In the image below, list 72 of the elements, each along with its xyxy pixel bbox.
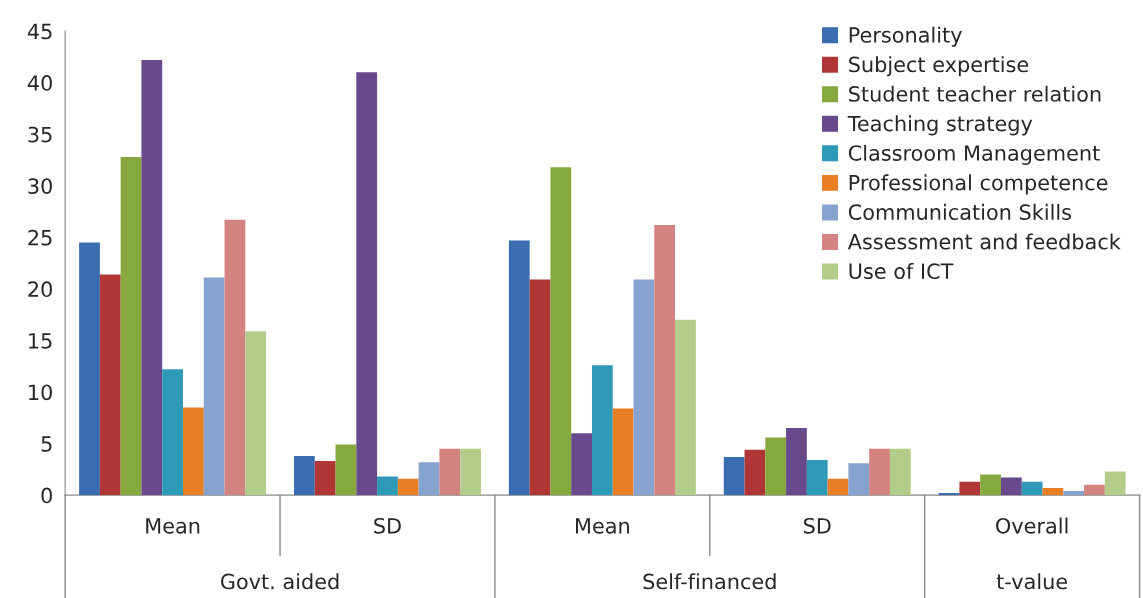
bar: [591, 365, 613, 496]
bar: [1084, 484, 1105, 496]
y-tick-label: 0: [41, 487, 52, 504]
bar: [571, 433, 592, 496]
y-tick-label: 10: [29, 384, 52, 401]
legend-label: Professional competence: [849, 174, 1108, 195]
y-tick-label: 5: [41, 436, 52, 452]
bar: [1042, 487, 1064, 496]
bar: [162, 369, 183, 496]
x-tick-label: Mean: [576, 518, 629, 534]
bar: [786, 428, 807, 496]
bar: [744, 449, 766, 496]
bar: [245, 331, 267, 496]
bar: [675, 319, 696, 496]
y-tick-label: 35: [28, 126, 52, 143]
bar: [294, 455, 315, 496]
y-tick-label: 20: [28, 281, 52, 298]
bar: [120, 156, 142, 496]
x-tick-label: SD: [374, 517, 401, 534]
text: Self-financed: [643, 573, 776, 590]
legend-label: Subject expertise: [849, 56, 1029, 77]
bar: [1021, 481, 1043, 496]
y-tick-label: 25: [28, 229, 52, 246]
bar: [397, 478, 419, 496]
bar: [182, 407, 204, 496]
bar: [335, 444, 357, 496]
legend-label: Assessment and feedback: [847, 233, 1121, 250]
bar: [806, 460, 828, 496]
bar: [99, 274, 121, 496]
bar: [654, 224, 676, 496]
bar: [1063, 491, 1085, 496]
y-tick-label: 30: [28, 178, 52, 194]
legend-label: Student teacher relation: [849, 85, 1101, 102]
bar: [980, 474, 1001, 496]
bar: [869, 448, 890, 496]
bar: [356, 72, 378, 496]
bar: [1000, 477, 1022, 496]
bar: [418, 462, 440, 496]
bar: [79, 242, 100, 496]
bar: [889, 448, 911, 496]
x-tick-label: SD: [803, 517, 831, 534]
bar: [529, 279, 551, 496]
bar: [827, 478, 849, 496]
legend-label: Personality: [849, 26, 962, 47]
bar: [314, 461, 336, 496]
bar: [508, 240, 530, 496]
bar: [848, 463, 870, 496]
bar: [938, 493, 960, 496]
bar: [959, 481, 981, 496]
bar: [550, 167, 572, 496]
legend-label: Teaching strategy: [847, 115, 1033, 136]
x-tick-label: Mean: [146, 518, 200, 534]
bar: [141, 59, 163, 496]
bar: [765, 437, 787, 496]
bar: [723, 456, 745, 496]
bar: [224, 219, 246, 496]
y-tick-label: 45: [27, 23, 52, 40]
bar: [1104, 471, 1126, 496]
bar: [439, 448, 461, 496]
bar: [612, 408, 634, 496]
bar: [377, 476, 398, 496]
y-tick-label: 40: [27, 75, 52, 91]
text: Govt. aided: [220, 573, 339, 590]
bar: [460, 448, 481, 496]
bar: [203, 277, 225, 496]
text: t-value: [996, 573, 1068, 590]
x-tick-label: Overall: [996, 517, 1068, 534]
bar: [633, 279, 655, 496]
legend-label: Classroom Management: [848, 144, 1100, 165]
legend-label: Use of ICT: [849, 262, 954, 280]
y-tick-label: 15: [29, 333, 52, 349]
legend-label: Communication Skills: [848, 203, 1072, 220]
